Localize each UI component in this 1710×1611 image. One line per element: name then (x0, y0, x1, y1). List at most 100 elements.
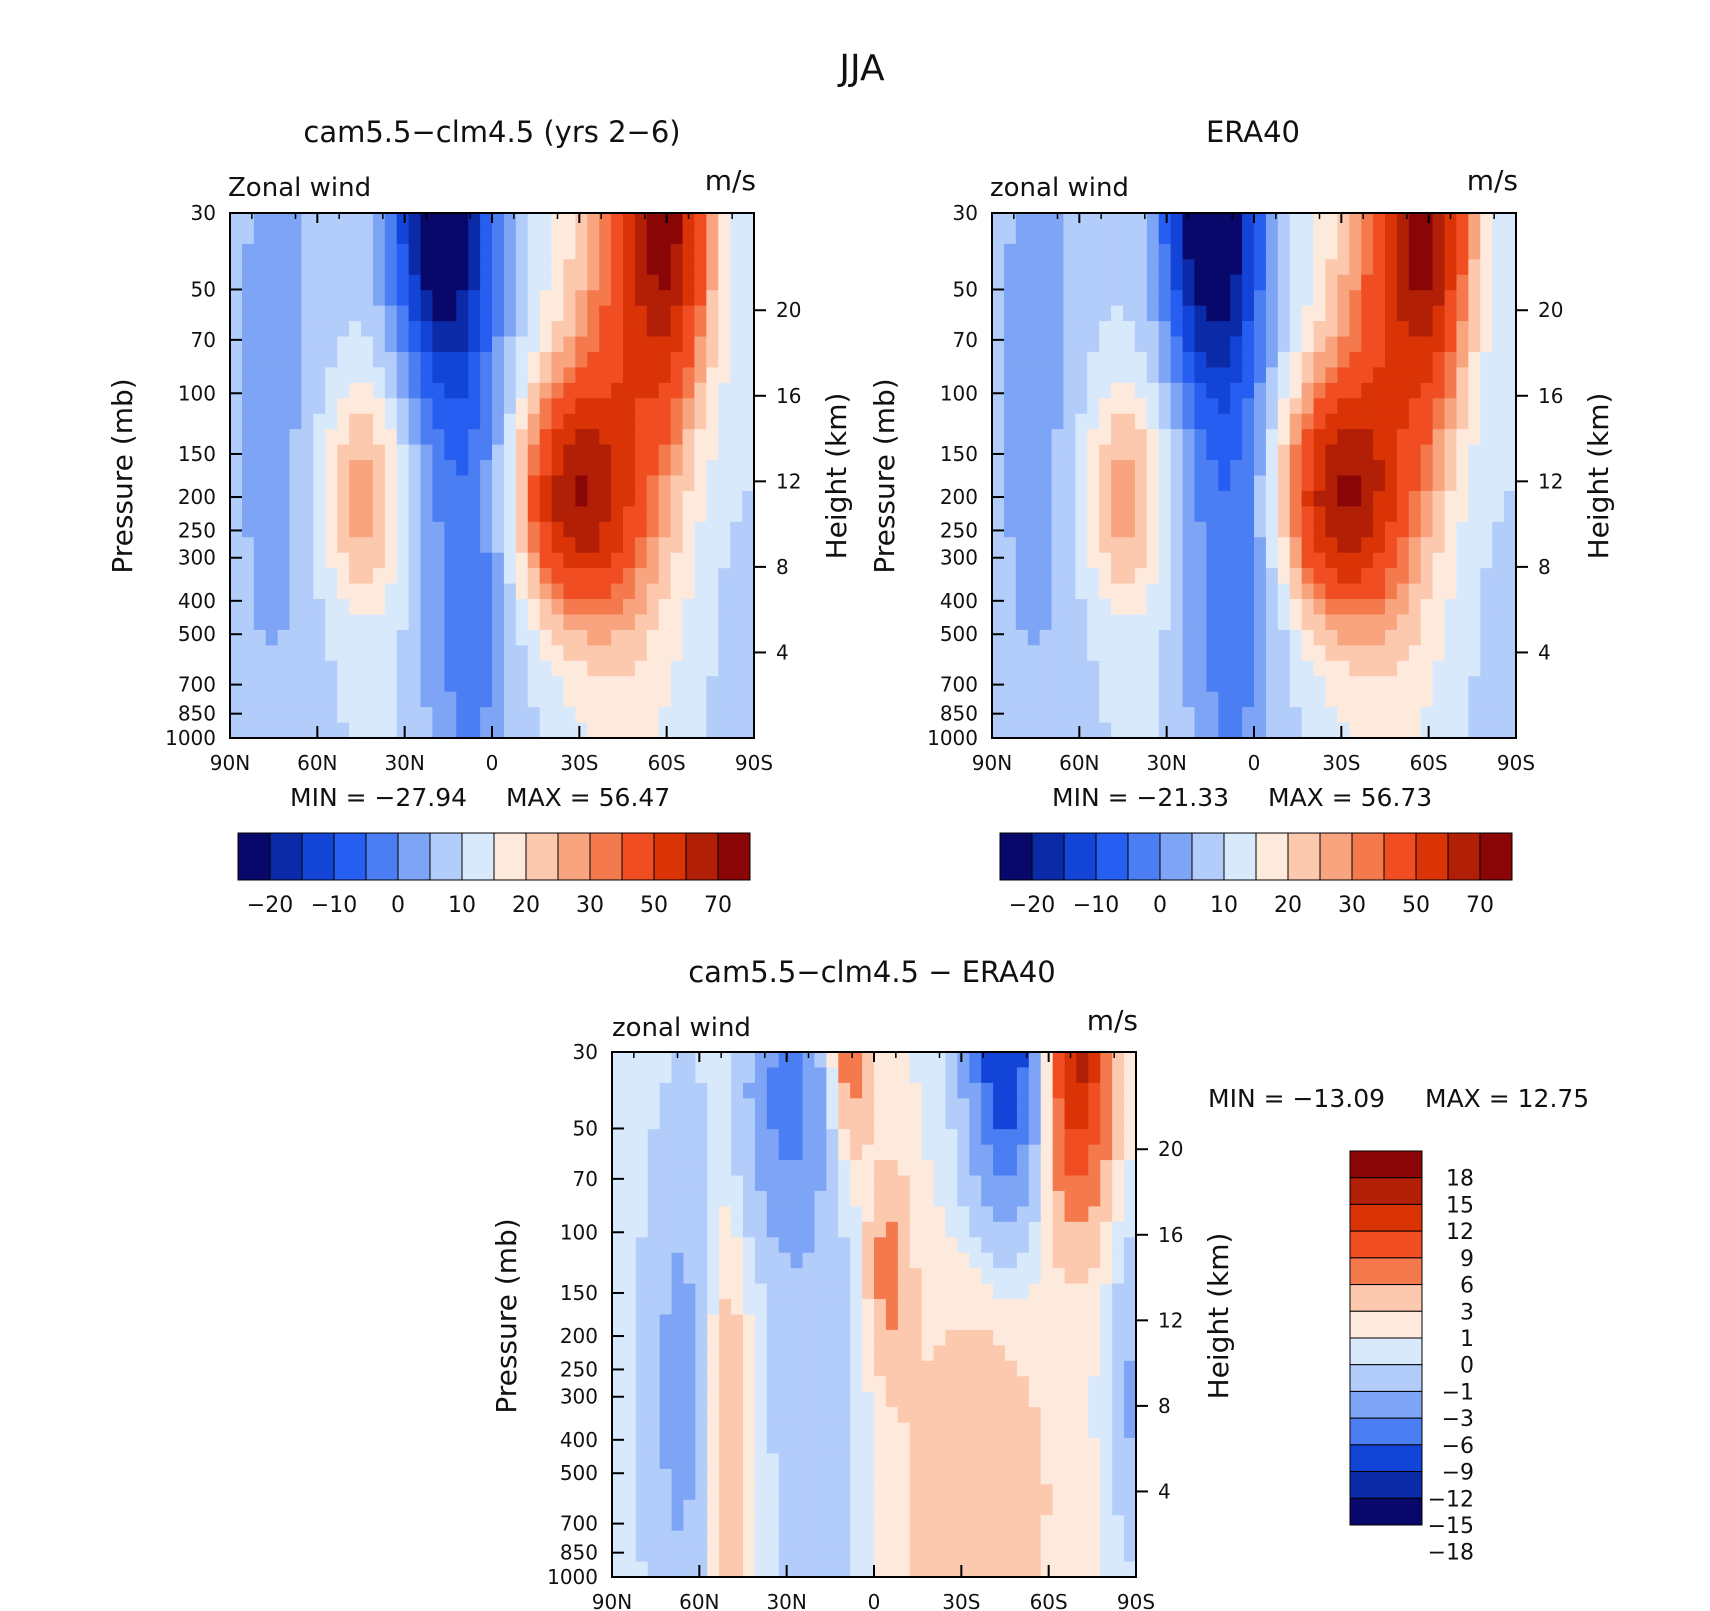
heatmap-cell (599, 599, 612, 616)
heatmap-cell (1480, 537, 1493, 554)
heatmap-cell (743, 1144, 756, 1161)
heatmap-cell (587, 290, 600, 307)
heatmap-cell (1112, 1160, 1125, 1177)
heatmap-cell (1337, 259, 1350, 276)
heatmap-cell (325, 521, 338, 538)
heatmap-cell (492, 429, 505, 446)
heatmap-cell (1158, 243, 1172, 260)
heatmap-cell (1337, 243, 1350, 260)
heatmap-cell (1099, 367, 1112, 384)
heatmap-cell (945, 1190, 958, 1208)
heatmap-cell (349, 336, 362, 353)
heatmap-cell (1015, 568, 1029, 585)
heatmap-cell (1432, 676, 1446, 693)
heatmap-cell (1468, 243, 1481, 260)
heatmap-cell (1218, 475, 1231, 492)
heatmap-cell (575, 645, 588, 662)
heatmap-cell (1100, 1546, 1113, 1563)
heatmap-cell (634, 259, 648, 276)
heatmap-cell (1444, 691, 1458, 708)
heatmap-cell (743, 1546, 756, 1563)
heatmap-cell (551, 568, 565, 585)
heatmap-cell (1099, 629, 1112, 646)
heatmap-cell (265, 568, 279, 585)
panel-difference-title: cam5.5−clm4.5 − ERA40 (688, 955, 1056, 989)
heatmap-cell (992, 645, 1005, 662)
heatmap-cell (1051, 336, 1065, 353)
heatmap-cell (1504, 321, 1517, 338)
heatmap-cell (1218, 429, 1231, 446)
heatmap-cell (230, 691, 243, 708)
heatmap-cell (1124, 1129, 1137, 1146)
heatmap-cell (1420, 475, 1434, 492)
heatmap-cell (778, 1360, 792, 1377)
heatmap-cell (432, 506, 445, 523)
heatmap-cell (1158, 228, 1172, 245)
heatmap-cell (337, 336, 350, 353)
heatmap-cell (289, 274, 303, 291)
heatmap-cell (1468, 676, 1481, 693)
heatmap-cell (623, 321, 636, 338)
heatmap-cell (503, 568, 517, 585)
heatmap-cell (1052, 1484, 1066, 1501)
heatmap-cell (361, 413, 374, 430)
heatmap-cell (301, 506, 314, 523)
heatmap-cell (1088, 1391, 1101, 1408)
heatmap-cell (1277, 722, 1291, 739)
heatmap-cell (802, 1129, 816, 1146)
heatmap-cell (634, 305, 648, 322)
heatmap-cell (1325, 583, 1338, 600)
heatmap-cell (695, 1129, 708, 1146)
heatmap-cell (396, 537, 410, 554)
heatmap-cell (325, 629, 338, 646)
heatmap-cell (361, 614, 374, 631)
heatmap-cell (301, 490, 314, 507)
heatmap-cell (647, 1206, 661, 1223)
heatmap-cell (1003, 707, 1017, 724)
heatmap-cell (1112, 1129, 1125, 1146)
heatmap-cell (670, 228, 684, 245)
heatmap-cell (731, 1407, 744, 1424)
heatmap-cell (1099, 259, 1112, 276)
heatmap-cell (1051, 599, 1065, 616)
heatmap-cell (313, 568, 326, 585)
heatmap-cell (850, 1190, 863, 1208)
heatmap-cell (1230, 552, 1243, 569)
heatmap-cell (1039, 629, 1053, 646)
heatmap-cell (742, 583, 755, 600)
heatmap-cell (1444, 537, 1458, 554)
heatmap-cell (1028, 1376, 1042, 1393)
heatmap-cell (1373, 691, 1386, 708)
heatmap-cell (1242, 568, 1255, 585)
heatmap-cell (1277, 599, 1291, 616)
heatmap-cell (1124, 1067, 1137, 1084)
heatmap-cell (563, 398, 576, 415)
heatmap-cell (313, 290, 326, 307)
heatmap-cell (897, 1484, 911, 1501)
heatmap-cell (623, 1206, 637, 1223)
heatmap-cell (1027, 599, 1041, 616)
heatmap-cell (1003, 290, 1017, 307)
heatmap-cell (659, 1221, 673, 1238)
heatmap-cell (611, 568, 624, 585)
heatmap-cell (718, 274, 731, 291)
heatmap-cell (563, 583, 576, 600)
heatmap-cell (814, 1468, 827, 1485)
heatmap-cell (1015, 382, 1029, 399)
heatmap-cell (1373, 429, 1386, 446)
heatmap-cell (492, 367, 505, 384)
heatmap-cell (802, 1314, 816, 1331)
heatmap-cell (1242, 305, 1255, 322)
heatmap-cell (587, 552, 600, 569)
heatmap-cell (1420, 552, 1434, 569)
heatmap-cell (1015, 243, 1029, 260)
heatmap-cell (730, 351, 743, 369)
heatmap-cell (993, 1438, 1006, 1455)
heatmap-cell (719, 1160, 732, 1177)
heatmap-cell (778, 1468, 792, 1485)
heatmap-cell (587, 259, 600, 276)
heatmap-cell (1087, 506, 1100, 523)
heatmap-cell (670, 552, 684, 569)
heatmap-cell (646, 336, 660, 353)
heatmap-cell (1277, 398, 1291, 415)
